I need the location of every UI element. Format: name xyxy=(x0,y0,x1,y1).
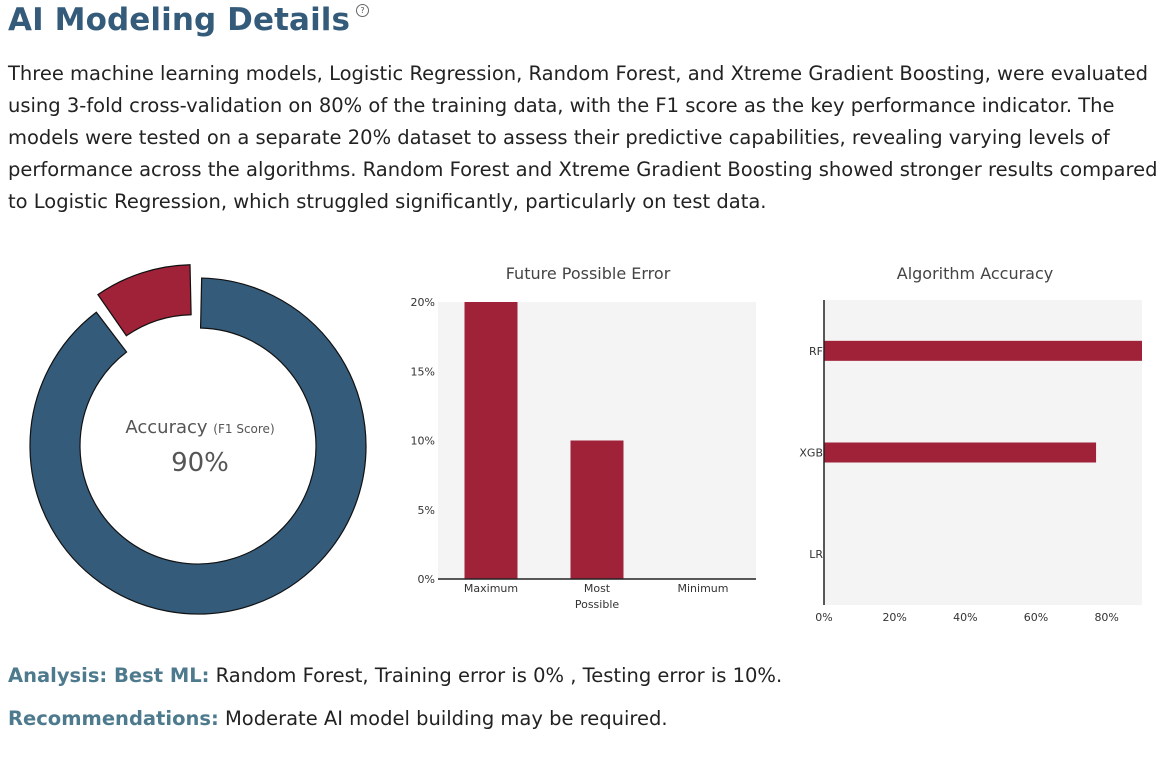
error-xtick-label: Minimum xyxy=(678,582,729,595)
error-ytick-label: 5% xyxy=(418,504,435,517)
donut-slice-accuracy xyxy=(29,277,367,615)
recommendations-text: Moderate AI model building may be requir… xyxy=(218,707,668,730)
error-bar-0 xyxy=(464,302,518,579)
accuracy-ytick-label: XGB xyxy=(799,447,823,460)
error-bar-1 xyxy=(570,440,624,579)
accuracy-chart-title: Algorithm Accuracy xyxy=(896,264,1054,283)
accuracy-bar-xgb xyxy=(824,442,1097,463)
accuracy-xtick-label: 0% xyxy=(815,611,832,624)
error-ytick-label: 0% xyxy=(418,573,435,586)
recommendations-label: Recommendations: xyxy=(8,707,219,730)
error-ytick-label: 20% xyxy=(411,296,435,309)
donut-slice-remaining xyxy=(97,264,192,337)
error-chart-title: Future Possible Error xyxy=(505,264,671,283)
error-xtick-label: Most xyxy=(584,582,611,595)
analysis-line: Analysis: Best ML: Random Forest, Traini… xyxy=(8,664,782,687)
donut-center-label: Accuracy (F1 Score) xyxy=(28,417,372,438)
donut-center-subtitle: (F1 Score) xyxy=(213,422,275,436)
donut-center-value: 90% xyxy=(171,448,229,478)
error-ytick-label: 15% xyxy=(411,365,435,378)
page-title-text: AI Modeling Details xyxy=(8,2,351,38)
accuracy-bar-rf xyxy=(824,340,1142,361)
accuracy-xtick-label: 80% xyxy=(1094,611,1118,624)
accuracy-xtick-label: 20% xyxy=(882,611,906,624)
accuracy-donut-chart: Accuracy (F1 Score) 90% xyxy=(28,262,372,616)
accuracy-ytick-label: RF xyxy=(809,345,823,358)
description-text: Three machine learning models, Logistic … xyxy=(8,62,1158,213)
accuracy-ytick-label: LR xyxy=(809,548,823,561)
donut-center-title: Accuracy xyxy=(125,417,208,438)
analysis-label: Analysis: Best ML: xyxy=(8,664,210,687)
help-icon[interactable]: ? xyxy=(356,4,370,17)
accuracy-xtick-label: 60% xyxy=(1024,611,1048,624)
error-ytick-label: 10% xyxy=(411,435,435,448)
page-title: AI Modeling Details? xyxy=(8,2,370,38)
accuracy-xtick-label: 40% xyxy=(953,611,977,624)
error-bar-chart: 0% 5% 10% 15% 20% Maximum Most Possible Minimum xyxy=(411,296,756,611)
error-xtick-label: Possible xyxy=(575,598,620,611)
accuracy-bar-chart: RF XGB LR 0% 20% 40% 60% 80% xyxy=(799,300,1142,624)
recommendations-line: Recommendations: Moderate AI model build… xyxy=(8,707,668,730)
analysis-text: Random Forest, Training error is 0% , Te… xyxy=(209,664,783,687)
donut-svg xyxy=(29,264,367,615)
error-xtick-label: Maximum xyxy=(464,582,518,595)
